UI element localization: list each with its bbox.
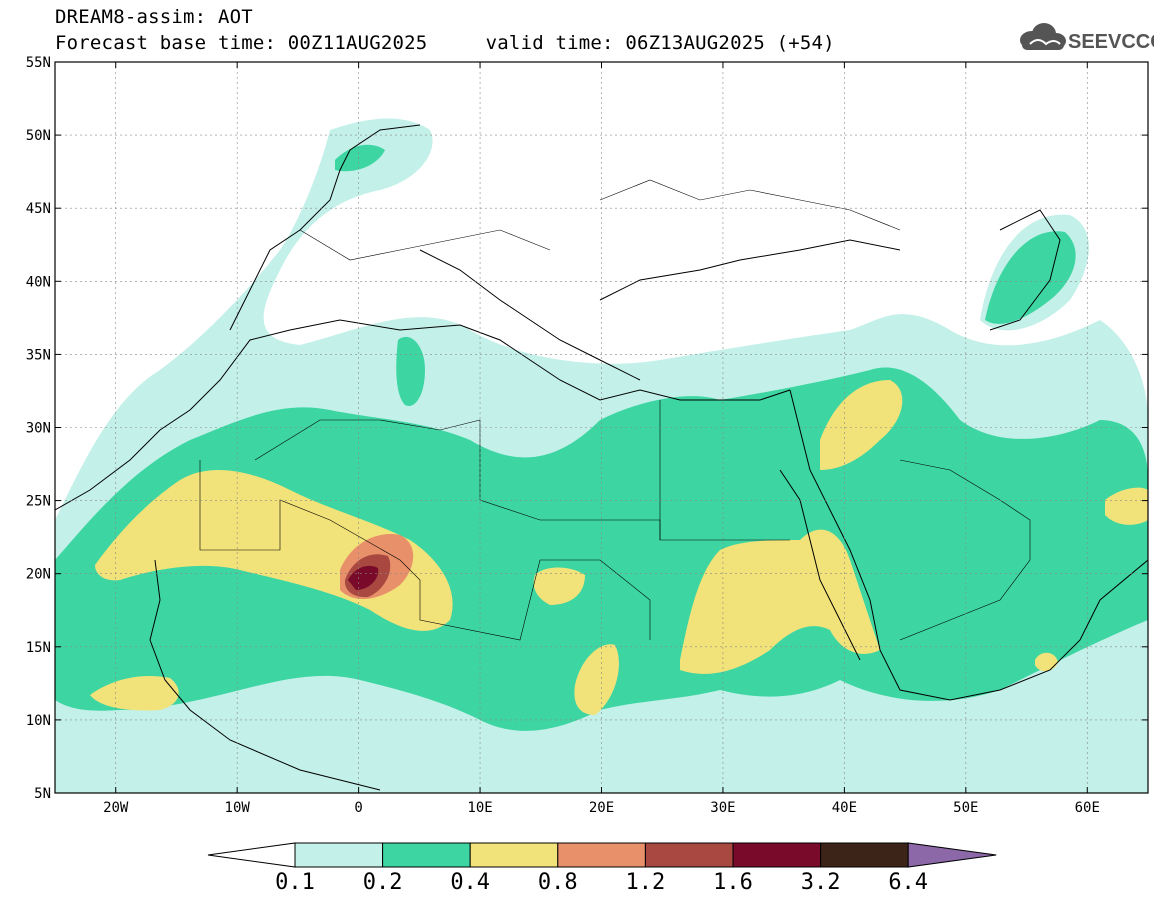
lat-tick-label: 20N [26, 567, 51, 583]
aot-field [55, 118, 1148, 793]
lon-tick-label: 30E [710, 800, 735, 816]
lon-tick-label: 60E [1075, 800, 1100, 816]
country-borders [199, 179, 1031, 641]
colorbar-label: 0.4 [450, 870, 490, 895]
colorbar-swatch [294, 842, 384, 868]
aot-band-0.2-caspian [985, 231, 1076, 324]
cloud-icon [1020, 23, 1066, 50]
aot-band-0.2-france [335, 144, 385, 172]
colorbar-label: 0.2 [363, 870, 403, 895]
coastlines [55, 124, 1148, 791]
aot-band-0.4-senegal [90, 675, 179, 711]
lat-tick-label: 55N [26, 55, 51, 71]
chart-title: DREAM8-assim: AOT [55, 6, 253, 28]
longitude-labels: 20W 10W 0 10E 20E 30E 40E 50E 60E [103, 800, 1100, 816]
colorbar-swatch [469, 842, 559, 868]
colorbar-swatch [820, 842, 909, 868]
colorbar-label: 1.2 [626, 870, 666, 895]
lon-tick-label: 40E [832, 800, 857, 816]
colorbar [207, 842, 997, 868]
aot-band-0.4-yemen [1035, 652, 1058, 672]
lon-tick-label: 20E [589, 800, 614, 816]
lat-tick-label: 25N [26, 494, 51, 510]
colorbar-label: 0.1 [275, 870, 315, 895]
axis-ticks [55, 61, 1148, 794]
colorbar-arrow-left [207, 842, 296, 868]
aot-band-0.4-sudan [680, 529, 880, 674]
seevccc-logo: SEEVCCC [1020, 23, 1154, 53]
base-time-label: Forecast base time: 00Z11AUG2025 [55, 32, 428, 54]
colorbar-swatch [732, 842, 822, 868]
aot-band-0.4-arabia [820, 380, 903, 470]
colorbar-swatch [557, 842, 646, 868]
lat-tick-label: 10N [26, 713, 51, 729]
colorbar-label: 6.4 [888, 870, 928, 895]
colorbar-label: 3.2 [801, 870, 841, 895]
lat-tick-label: 5N [34, 786, 51, 802]
lat-tick-label: 45N [26, 201, 51, 217]
lon-tick-label: 20W [103, 800, 129, 816]
colorbar-label: 0.8 [538, 870, 578, 895]
colorbar-labels: 0.1 0.2 0.4 0.8 1.2 1.6 3.2 6.4 [275, 870, 928, 895]
aot-band-0.4-chad [533, 567, 585, 605]
lon-tick-label: 10W [225, 800, 251, 816]
colorbar-label: 1.6 [713, 870, 753, 895]
lat-tick-label: 35N [26, 347, 51, 363]
valid-time-label: valid time: 06Z13AUG2025 (+54) [485, 32, 835, 54]
lat-tick-label: 30N [26, 421, 51, 437]
lon-tick-label: 0 [354, 800, 362, 816]
aot-band-0.4-oman [1105, 487, 1148, 525]
colorbar-arrow-right [907, 842, 997, 868]
aot-band-0.4-central [574, 644, 619, 715]
logo-text: SEEVCCC [1068, 31, 1154, 53]
graticule [55, 62, 1148, 793]
lon-tick-label: 50E [953, 800, 978, 816]
lat-tick-label: 40N [26, 274, 51, 290]
aot-band-1.6 [348, 565, 379, 590]
lat-tick-label: 15N [26, 640, 51, 656]
colorbar-swatch [382, 842, 471, 868]
lat-tick-label: 50N [26, 128, 51, 144]
aot-band-0.2-algeria [396, 336, 425, 406]
latitude-labels: 55N 50N 45N 40N 35N 30N 25N 20N 15N 10N 5N [26, 55, 51, 802]
colorbar-swatch [644, 842, 734, 868]
forecast-times: Forecast base time: 00Z11AUG2025 valid t… [55, 32, 835, 54]
lon-tick-label: 10E [467, 800, 492, 816]
